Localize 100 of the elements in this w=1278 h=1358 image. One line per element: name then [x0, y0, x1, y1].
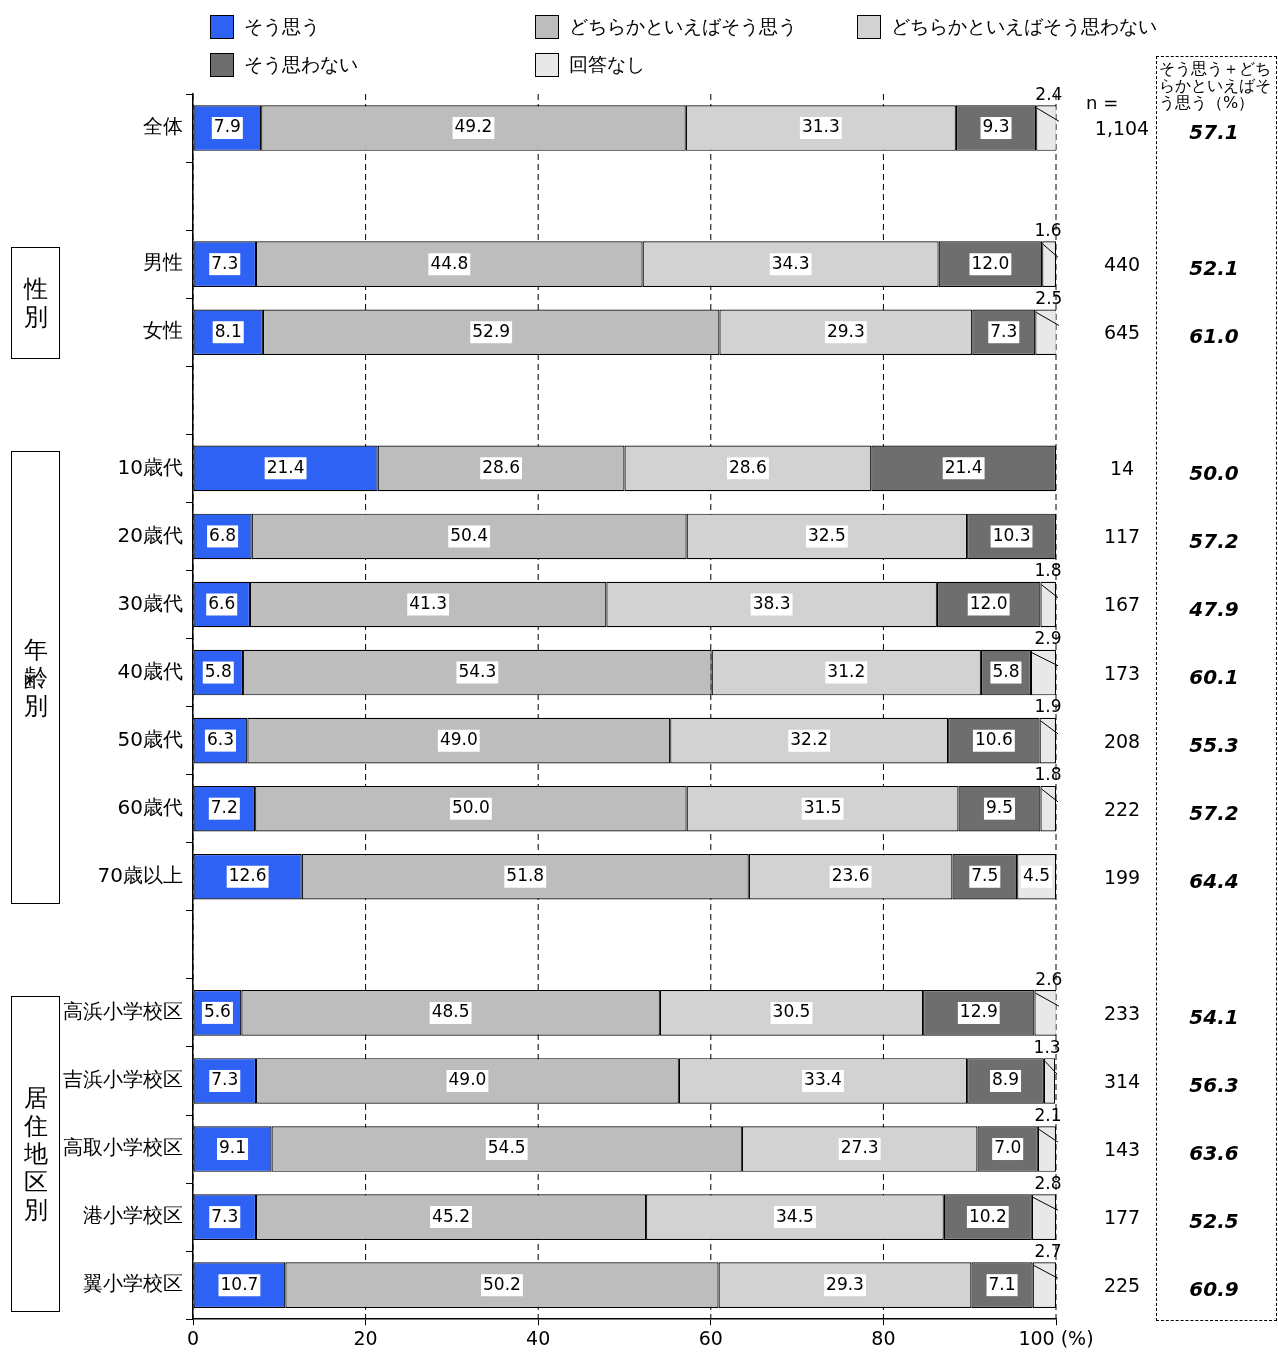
data-label: 12.0 [969, 592, 1008, 613]
text: 60.9 [1189, 1277, 1239, 1302]
data-label: 5.8 [992, 660, 1020, 681]
data-label: 27.3 [840, 1137, 879, 1158]
data-label: 2.6 [1035, 968, 1063, 989]
data-label: 29.3 [826, 320, 865, 341]
legend-label: どちらかといえばそう思わない [891, 14, 1157, 39]
data-label: 45.2 [432, 1205, 470, 1226]
y-tick-label: 20歳代 [117, 522, 183, 547]
y-tick-label: 60歳代 [117, 794, 183, 819]
data-label: 7.3 [211, 252, 239, 273]
text: 440 [1103, 253, 1141, 276]
data-label: 31.5 [803, 797, 842, 818]
data-label: 33.4 [804, 1069, 842, 1090]
data-label: 10.7 [220, 1273, 259, 1294]
data-label: 28.6 [728, 456, 767, 477]
data-label: 34.5 [776, 1205, 814, 1226]
data-label: 1.3 [1033, 1036, 1061, 1057]
text: 117 [1103, 525, 1141, 548]
data-label: 7.3 [211, 1205, 239, 1226]
text: 57.2 [1189, 528, 1239, 553]
text: 57.1 [1189, 120, 1239, 145]
text: 173 [1103, 661, 1141, 684]
data-label: 9.5 [985, 797, 1013, 818]
data-label: 10.2 [968, 1205, 1007, 1226]
data-label: 7.1 [988, 1273, 1016, 1294]
text: 177 [1103, 1206, 1141, 1229]
data-label: 6.6 [208, 592, 236, 613]
data-label: 54.3 [458, 660, 497, 681]
data-label: 21.4 [266, 456, 305, 477]
x-tick-label: 40 [526, 1326, 551, 1349]
text: 61.0 [1189, 324, 1239, 349]
text: 225 [1103, 1274, 1141, 1297]
text: 52.1 [1189, 256, 1239, 281]
y-tick-label: 吉浜小学校区 [63, 1067, 183, 1092]
y-tick-label: 高取小学校区 [63, 1135, 183, 1160]
x-tick-label: 100 (%) [1018, 1326, 1094, 1349]
data-label: 6.3 [206, 729, 234, 750]
data-label: 2.4 [1035, 83, 1063, 104]
data-label: 1.8 [1034, 560, 1062, 581]
text: 233 [1103, 1001, 1141, 1024]
data-label: 31.2 [827, 660, 866, 681]
data-label: 41.3 [409, 592, 448, 613]
text: そう思う＋どちらかといえばそう思う（%） [1159, 59, 1272, 112]
text: 居住地区別 [22, 1084, 49, 1225]
x-tick-label: 20 [353, 1326, 378, 1349]
data-label: 5.6 [203, 1001, 231, 1022]
y-tick-label: 10歳代 [117, 454, 183, 479]
data-label: 7.9 [213, 116, 241, 137]
data-label: 50.0 [451, 797, 490, 818]
data-label: 49.2 [454, 116, 493, 137]
data-label: 29.3 [826, 1273, 864, 1294]
data-label: 50.4 [450, 524, 489, 545]
data-label: 7.3 [211, 1069, 239, 1090]
data-label: 12.9 [959, 1001, 998, 1022]
data-label: 31.3 [801, 116, 840, 137]
legend-label: 回答なし [569, 52, 645, 77]
data-label: 7.2 [210, 797, 238, 818]
data-label: 38.3 [752, 592, 791, 613]
data-label: 8.1 [214, 320, 242, 341]
data-label: 28.6 [482, 456, 521, 477]
text: 54.1 [1189, 1005, 1239, 1030]
data-label: 49.0 [448, 1069, 487, 1090]
text: 年齢別 [22, 635, 49, 720]
legend-label: どちらかといえばそう思う [569, 14, 797, 39]
text: 1,104 [1094, 116, 1150, 139]
data-label: 10.6 [974, 729, 1013, 750]
data-label: 12.0 [971, 252, 1010, 273]
data-label: 7.0 [994, 1137, 1022, 1158]
text: 199 [1103, 865, 1141, 888]
text: 50.0 [1189, 460, 1239, 485]
text: 63.6 [1189, 1141, 1239, 1166]
text: 314 [1103, 1069, 1141, 1092]
text: n = [1086, 92, 1119, 113]
data-label: 2.7 [1034, 1240, 1062, 1261]
data-label: 1.8 [1034, 764, 1062, 785]
data-label: 7.3 [990, 320, 1018, 341]
data-label: 2.5 [1035, 287, 1063, 308]
x-tick-label: 80 [871, 1326, 896, 1349]
data-label: 2.9 [1034, 628, 1062, 649]
x-tick-label: 0 [186, 1326, 200, 1349]
text: 56.3 [1189, 1073, 1239, 1098]
text: 57.2 [1189, 800, 1239, 825]
text: 47.9 [1188, 596, 1239, 621]
data-label: 2.1 [1034, 1104, 1062, 1125]
data-label: 23.6 [831, 865, 870, 886]
data-label: 9.1 [218, 1137, 247, 1158]
text: 52.5 [1189, 1209, 1239, 1234]
data-label: 6.8 [209, 524, 237, 545]
data-label: 34.3 [771, 252, 810, 273]
data-label: 10.3 [992, 524, 1031, 545]
y-tick-label: 30歳代 [117, 590, 183, 615]
text: 222 [1103, 797, 1141, 820]
data-label: 32.5 [807, 524, 846, 545]
text: 167 [1103, 593, 1141, 616]
text: 143 [1103, 1137, 1141, 1160]
text: 14 [1109, 457, 1135, 480]
data-label: 44.8 [430, 252, 469, 273]
text: 性別 [22, 275, 49, 332]
data-label: 5.8 [204, 660, 232, 681]
